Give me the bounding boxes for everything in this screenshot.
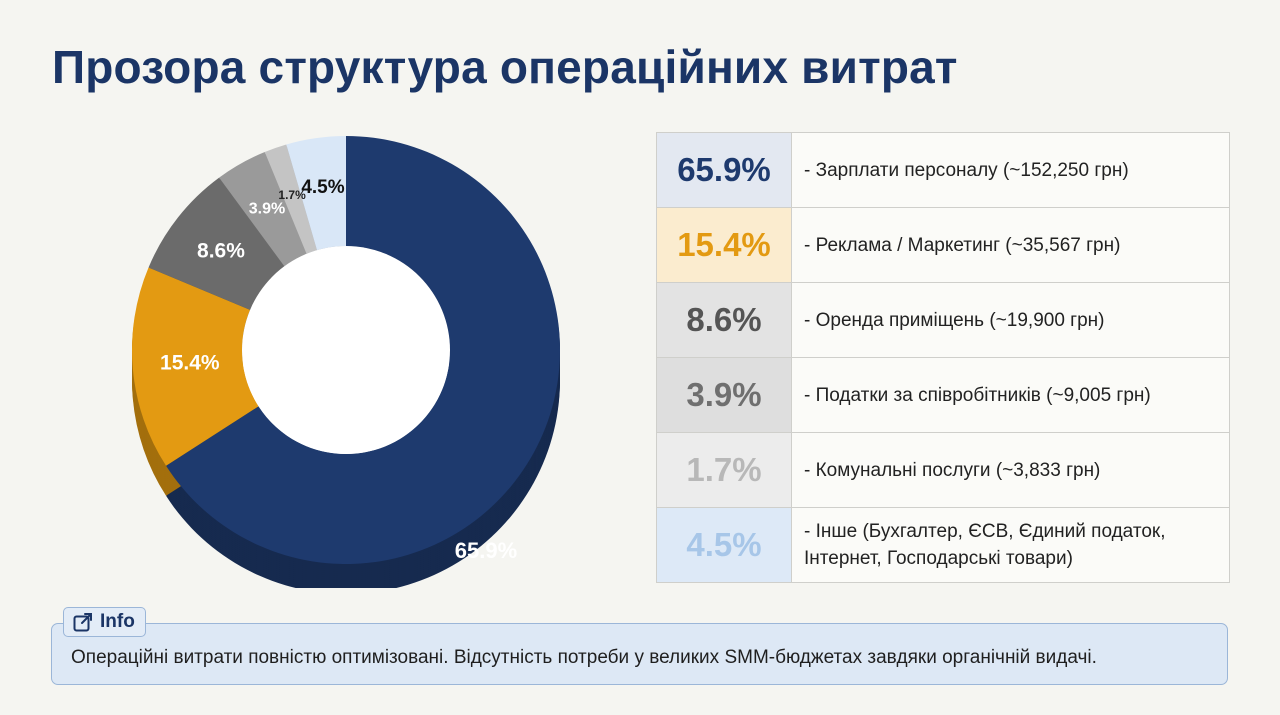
external-link-icon (73, 613, 92, 632)
legend-label: - Оренда приміщень (~19,900 грн) (804, 309, 1105, 331)
legend-label: - Зарплати персоналу (~152,250 грн) (804, 159, 1129, 181)
legend-row: 65.9% - Зарплати персоналу (~152,250 грн) (657, 133, 1229, 208)
donut-slice-4 (264, 144, 317, 254)
donut-slice-2 (148, 177, 285, 310)
legend-percent: 8.6% (657, 283, 792, 357)
donut-label-2: 8.6% (197, 239, 245, 262)
donut-hole (242, 246, 450, 454)
legend-label: - Комунальні послуги (~3,833 грн) (804, 459, 1101, 481)
legend-row: 4.5% - Інше (Бухгалтер, ЄСВ, Єдиний подат… (657, 508, 1229, 582)
donut-chart: 65.9% 15.4% 8.6% 3.9%1.7%4.5% (131, 136, 561, 588)
legend-row: 8.6% - Оренда приміщень (~19,900 грн) (657, 283, 1229, 358)
donut-label-5: 4.5% (301, 177, 344, 198)
donut-slice-1 (131, 267, 259, 466)
legend-label: - Інше (Бухгалтер, ЄСВ, Єдиний податок, … (804, 521, 1166, 569)
legend-label: - Реклама / Маркетинг (~35,567 грн) (804, 234, 1121, 256)
legend-percent: 1.7% (657, 433, 792, 507)
info-text: Операційні витрати повністю оптимізовані… (71, 647, 1097, 668)
legend-percent: 15.4% (657, 208, 792, 282)
info-tag-label: Info (100, 611, 135, 632)
donut-slice-3 (219, 152, 307, 267)
legend-table: 65.9% - Зарплати персоналу (~152,250 грн)… (656, 132, 1230, 583)
legend-label: - Податки за співробітників (~9,005 грн) (804, 384, 1151, 406)
info-tag: Info (63, 607, 146, 637)
info-box (51, 623, 1228, 685)
donut-label-1: 15.4% (160, 351, 220, 374)
donut-label-3: 3.9% (249, 201, 285, 218)
page-title: Прозора структура операційних витрат (52, 41, 958, 93)
legend-row: 1.7% - Комунальні послуги (~3,833 грн) (657, 433, 1229, 508)
legend-row: 15.4% - Реклама / Маркетинг (~35,567 грн) (657, 208, 1229, 283)
donut-slice-0 (166, 136, 561, 564)
legend-percent: 4.5% (657, 508, 792, 582)
donut-label-4: 1.7% (278, 188, 306, 202)
donut-label-0: 65.9% (455, 538, 517, 563)
donut-slice-5 (286, 136, 346, 251)
legend-percent: 3.9% (657, 358, 792, 432)
legend-row: 3.9% - Податки за співробітників (~9,005 … (657, 358, 1229, 433)
legend-percent: 65.9% (657, 133, 792, 207)
